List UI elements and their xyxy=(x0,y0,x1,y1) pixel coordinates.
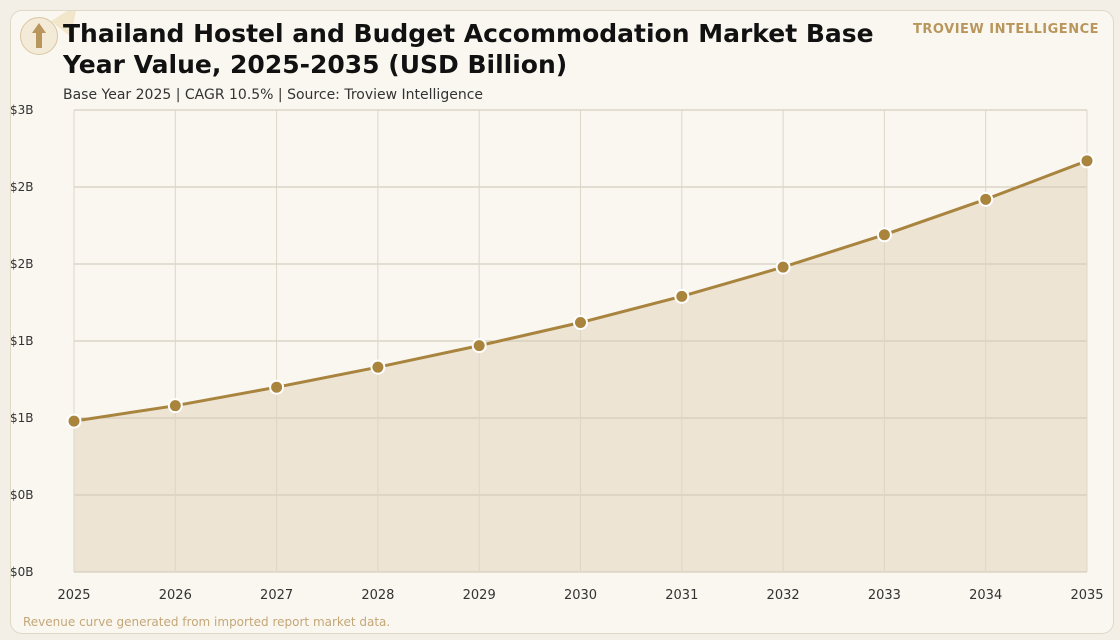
chart-title: Thailand Hostel and Budget Accommodation… xyxy=(63,19,874,79)
up-arrow-icon xyxy=(32,23,46,48)
x-tick-label: 2030 xyxy=(564,588,597,603)
data-point xyxy=(66,413,82,429)
x-tick-label: 2034 xyxy=(969,588,1002,603)
y-tick-label: $3B xyxy=(10,103,34,117)
y-tick-label: $0B xyxy=(10,488,34,502)
footnote: Revenue curve generated from imported re… xyxy=(23,615,391,629)
x-tick-label: 2031 xyxy=(665,588,698,603)
x-tick-label: 2033 xyxy=(868,588,901,603)
data-point xyxy=(471,338,487,354)
data-point xyxy=(167,398,183,414)
x-tick-label: 2025 xyxy=(57,588,90,603)
data-point xyxy=(370,359,386,375)
data-point xyxy=(269,379,285,395)
y-tick-label: $1B xyxy=(10,334,34,348)
data-point xyxy=(978,191,994,207)
y-tick-label: $0B xyxy=(10,565,34,579)
y-tick-label: $2B xyxy=(10,257,34,271)
data-point xyxy=(876,227,892,243)
x-tick-label: 2032 xyxy=(767,588,800,603)
x-tick-label: 2028 xyxy=(361,588,394,603)
logo-flag-shape xyxy=(51,11,76,37)
y-tick-label: $1B xyxy=(10,411,34,425)
data-point xyxy=(674,288,690,304)
data-point xyxy=(573,315,588,331)
data-point xyxy=(775,259,791,275)
data-point xyxy=(1079,153,1095,169)
x-tick-label: 2035 xyxy=(1070,588,1103,603)
brand-label: TROVIEW INTELLIGENCE xyxy=(913,22,1099,37)
chart-subtitle: Base Year 2025 | CAGR 10.5% | Source: Tr… xyxy=(63,87,484,103)
logo-badge xyxy=(20,17,58,55)
y-tick-label: $2B xyxy=(10,180,34,194)
x-tick-label: 2026 xyxy=(159,588,192,603)
x-tick-label: 2027 xyxy=(260,588,293,603)
x-tick-label: 2029 xyxy=(463,588,496,603)
